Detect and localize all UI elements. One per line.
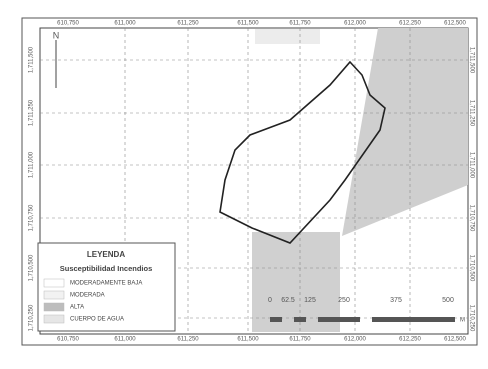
coord-label: 612,500	[444, 21, 466, 27]
legend-subtitle: Susceptibilidad Incendios	[60, 264, 153, 273]
coord-label: 612,000	[344, 337, 366, 343]
coord-label: 611,500	[237, 337, 259, 343]
area-boundary	[219, 60, 386, 244]
coord-label: 1,710,500	[29, 254, 35, 281]
scale-label: 375	[390, 297, 402, 304]
coord-label: 1,711,500	[468, 47, 474, 74]
coord-label: 1,710,250	[29, 304, 35, 331]
coord-label: 612,250	[399, 337, 421, 343]
coord-label: 611,750	[289, 21, 311, 27]
scale-label: 250	[338, 297, 350, 304]
legend-swatch	[43, 278, 65, 288]
legend-label: MODERADAMENTE BAJA	[70, 281, 142, 287]
coord-label: 611,500	[237, 21, 259, 27]
coord-label: 612,500	[444, 337, 466, 343]
scale-bar: 0 62.5 125 250 375 500 M	[268, 297, 465, 324]
legend-items: MODERADAMENTE BAJA MODERADA ALTA CUERPO DE …	[43, 278, 142, 324]
scale-segment	[294, 317, 306, 322]
moderate-zone	[255, 29, 320, 44]
coord-label: 611,750	[289, 337, 311, 343]
coord-label: 1,711,250	[468, 100, 474, 127]
coord-label: 611,250	[177, 21, 199, 27]
legend: LEYENDA Susceptibilidad Incendios MODERA…	[37, 242, 176, 332]
scale-segment	[318, 317, 360, 322]
coord-label: 1,711,000	[29, 151, 35, 178]
north-label: N	[53, 30, 60, 40]
coord-label: 610,750	[57, 21, 79, 27]
coord-label: 610,750	[57, 337, 79, 343]
grid: 610,750 610,750 611,000 611,000 611,250 611,2…	[29, 21, 475, 343]
scale-segment	[270, 317, 282, 322]
scale-unit: M	[460, 318, 465, 324]
legend-label: CUERPO DE AGUA	[70, 317, 124, 323]
high-zone	[252, 232, 340, 332]
legend-label: ALTA	[70, 305, 84, 311]
coord-label: 1,710,500	[468, 255, 474, 282]
scale-segment	[372, 317, 455, 322]
legend-swatch	[43, 314, 65, 324]
coord-label: 1,711,500	[29, 46, 35, 73]
coord-label: 611,000	[114, 21, 136, 27]
scale-label: 500	[442, 297, 454, 304]
legend-label: MODERADA	[70, 293, 105, 299]
legend-swatch	[43, 302, 65, 312]
coord-label: 1,710,250	[468, 305, 474, 332]
scale-label: 62.5	[281, 297, 295, 304]
scale-label: 125	[304, 297, 316, 304]
coord-label: 612,250	[399, 21, 421, 27]
coord-label: 1,710,750	[29, 204, 35, 231]
coord-label: 611,250	[177, 337, 199, 343]
coord-label: 612,000	[344, 21, 366, 27]
coord-label: 1,710,750	[468, 205, 474, 232]
high-zone	[342, 28, 468, 236]
coord-label: 1,711,250	[29, 99, 35, 126]
coord-label: 1,711,000	[468, 152, 474, 179]
coord-label: 611,000	[114, 337, 136, 343]
scale-label: 0	[268, 297, 272, 304]
legend-swatch	[43, 290, 65, 300]
legend-title: LEYENDA	[87, 250, 125, 259]
